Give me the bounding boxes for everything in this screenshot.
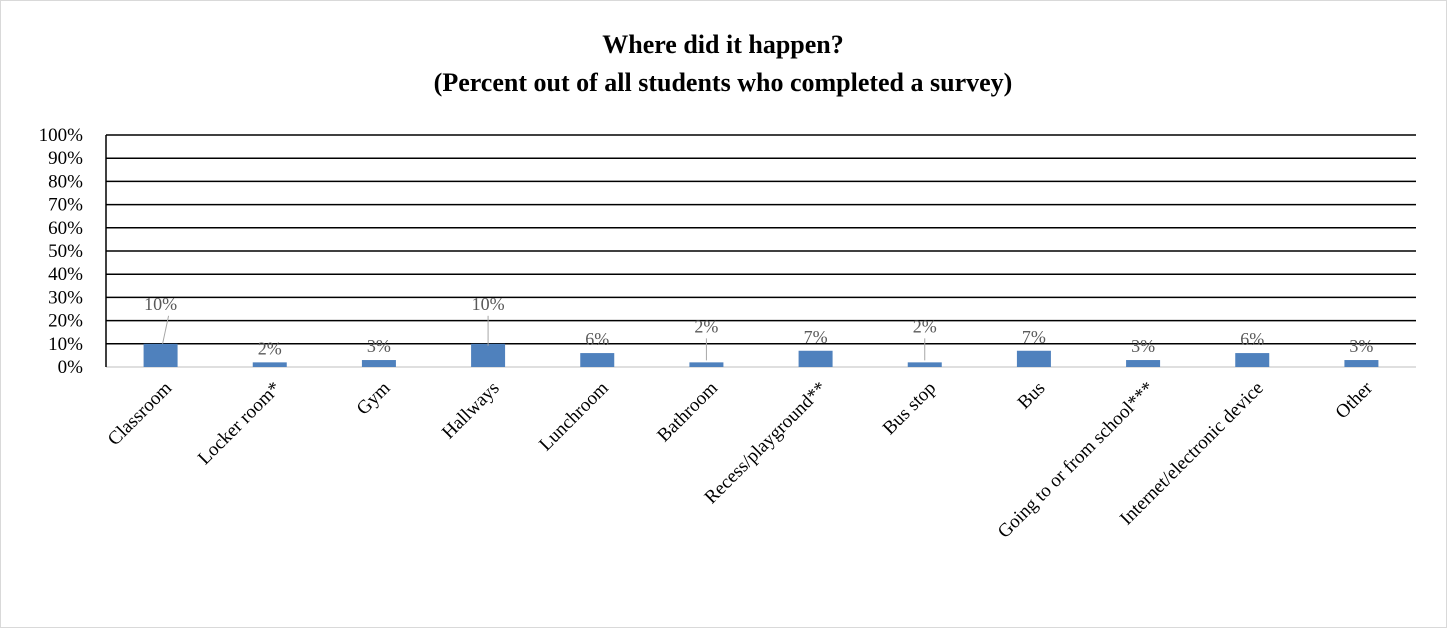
x-tick-label: Gym bbox=[353, 378, 395, 420]
y-tick-label: 40% bbox=[48, 264, 83, 285]
y-tick-label: 70% bbox=[48, 195, 83, 216]
leader-lines bbox=[162, 315, 926, 361]
bar bbox=[580, 353, 615, 367]
y-tick-label: 10% bbox=[48, 334, 83, 355]
data-label: 2% bbox=[913, 316, 937, 336]
bar bbox=[907, 362, 942, 367]
gridlines bbox=[105, 134, 1416, 368]
data-labels: 10% 2% 3% 10% 6% 2% 7% 2% 7% 3% 6% 3% bbox=[144, 294, 1373, 359]
data-label: 6% bbox=[585, 329, 609, 349]
x-tick-label: Hallways bbox=[438, 378, 504, 444]
chart-subtitle: (Percent out of all students who complet… bbox=[434, 68, 1013, 97]
x-axis-categories: Classroom Locker room* Gym Hallways Lunchroo… bbox=[104, 377, 1378, 542]
x-tick-label: Bus stop bbox=[879, 378, 941, 440]
x-tick-label: Recess/playground** bbox=[701, 378, 832, 509]
x-tick-label: Classroom bbox=[104, 378, 176, 450]
bar bbox=[1344, 360, 1379, 367]
data-label: 6% bbox=[1240, 329, 1264, 349]
y-axis-ticks: 0%10%20% 30%40%50%60%70% 80%90%100% bbox=[39, 125, 84, 378]
y-tick-label: 30% bbox=[48, 287, 83, 308]
chart-title: Where did it happen? bbox=[602, 30, 844, 59]
data-label: 3% bbox=[367, 336, 391, 356]
data-label: 2% bbox=[694, 316, 718, 336]
bar bbox=[798, 350, 833, 367]
y-tick-label: 60% bbox=[48, 218, 83, 239]
data-label: 7% bbox=[804, 327, 828, 347]
x-tick-label: Bus bbox=[1014, 378, 1050, 414]
y-tick-label: 90% bbox=[48, 148, 83, 169]
data-label: 3% bbox=[1131, 336, 1155, 356]
x-tick-label: Other bbox=[1332, 377, 1378, 423]
bar bbox=[1126, 360, 1161, 367]
x-tick-label: Bathroom bbox=[653, 378, 722, 447]
y-tick-label: 50% bbox=[48, 241, 83, 262]
data-label: 10% bbox=[472, 294, 505, 314]
bars bbox=[143, 343, 1379, 367]
x-tick-label: Locker room* bbox=[194, 378, 285, 469]
data-label: 3% bbox=[1349, 336, 1373, 356]
bar bbox=[689, 362, 724, 367]
y-tick-label: 100% bbox=[39, 125, 84, 146]
bar bbox=[1016, 350, 1051, 367]
bar bbox=[252, 362, 287, 367]
bar bbox=[361, 360, 396, 367]
bar bbox=[471, 343, 506, 367]
bar bbox=[1235, 353, 1270, 367]
y-tick-label: 20% bbox=[48, 311, 83, 332]
data-label: 10% bbox=[144, 294, 177, 314]
data-label: 2% bbox=[258, 338, 282, 358]
x-tick-label: Lunchroom bbox=[535, 378, 613, 456]
leader-line bbox=[162, 315, 170, 344]
y-tick-label: 80% bbox=[48, 171, 83, 192]
data-label: 7% bbox=[1022, 327, 1046, 347]
y-tick-label: 0% bbox=[58, 357, 84, 378]
bar bbox=[143, 343, 178, 367]
